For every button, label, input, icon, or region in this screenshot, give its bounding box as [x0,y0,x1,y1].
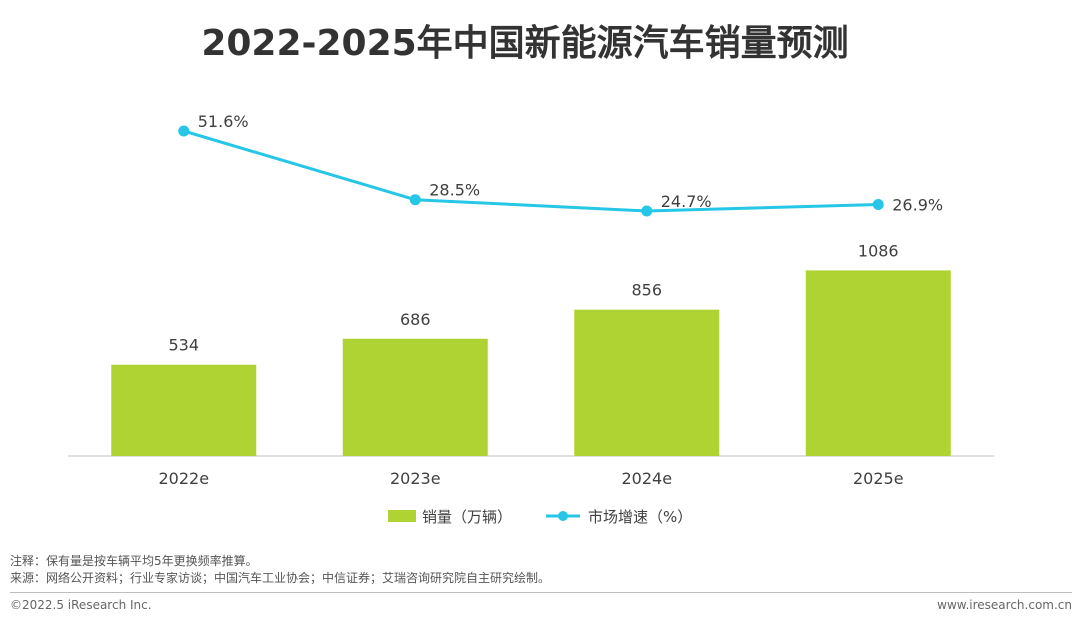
legend-line-label: 市场增速（%） [588,508,692,526]
source-text: 来源：网络公开资料；行业专家访谈；中国汽车工业协会；中信证券；艾瑞咨询研究院自主… [10,571,551,585]
bar-2025e [805,270,951,456]
bar-label-2023e: 686 [400,310,431,329]
bar-2024e [574,309,720,456]
growth-label-2023e: 28.5% [429,181,480,200]
x-tick-2022e: 2022e [158,469,209,488]
note-text: 注释：保有量是按车辆平均5年更换频率推算。 [10,554,258,568]
growth-point-2025e [872,198,884,210]
website-link[interactable]: www.iresearch.com.cn [937,598,1072,612]
bar-label-2024e: 856 [631,281,662,300]
growth-label-2025e: 26.9% [892,195,943,214]
legend-line-marker [558,511,568,521]
x-tick-2023e: 2023e [390,469,441,488]
growth-point-2024e [641,205,653,217]
growth-label-2022e: 51.6% [198,112,249,131]
footer-divider [10,592,1072,593]
growth-label-2024e: 24.7% [661,192,712,211]
growth-point-2023e [409,194,421,206]
legend-bar-swatch [388,510,416,522]
growth-line [183,129,879,213]
chart-area: 534 2022e 686 2023e 856 2024e 1086 2025e 51.6% 28… [68,112,994,526]
bar-label-2022e: 534 [168,336,199,355]
copyright: ©2022.5 iResearch Inc. [10,598,152,612]
bar-2022e [111,364,257,456]
chart-title: 2022-2025年中国新能源汽车销量预测 [201,23,849,64]
bar-label-2025e: 1086 [858,241,899,260]
x-tick-2025e: 2025e [853,469,904,488]
growth-point-2022e [178,125,190,137]
legend-bar-label: 销量（万辆） [422,508,512,526]
x-tick-2024e: 2024e [621,469,672,488]
bar-2023e [342,338,488,456]
